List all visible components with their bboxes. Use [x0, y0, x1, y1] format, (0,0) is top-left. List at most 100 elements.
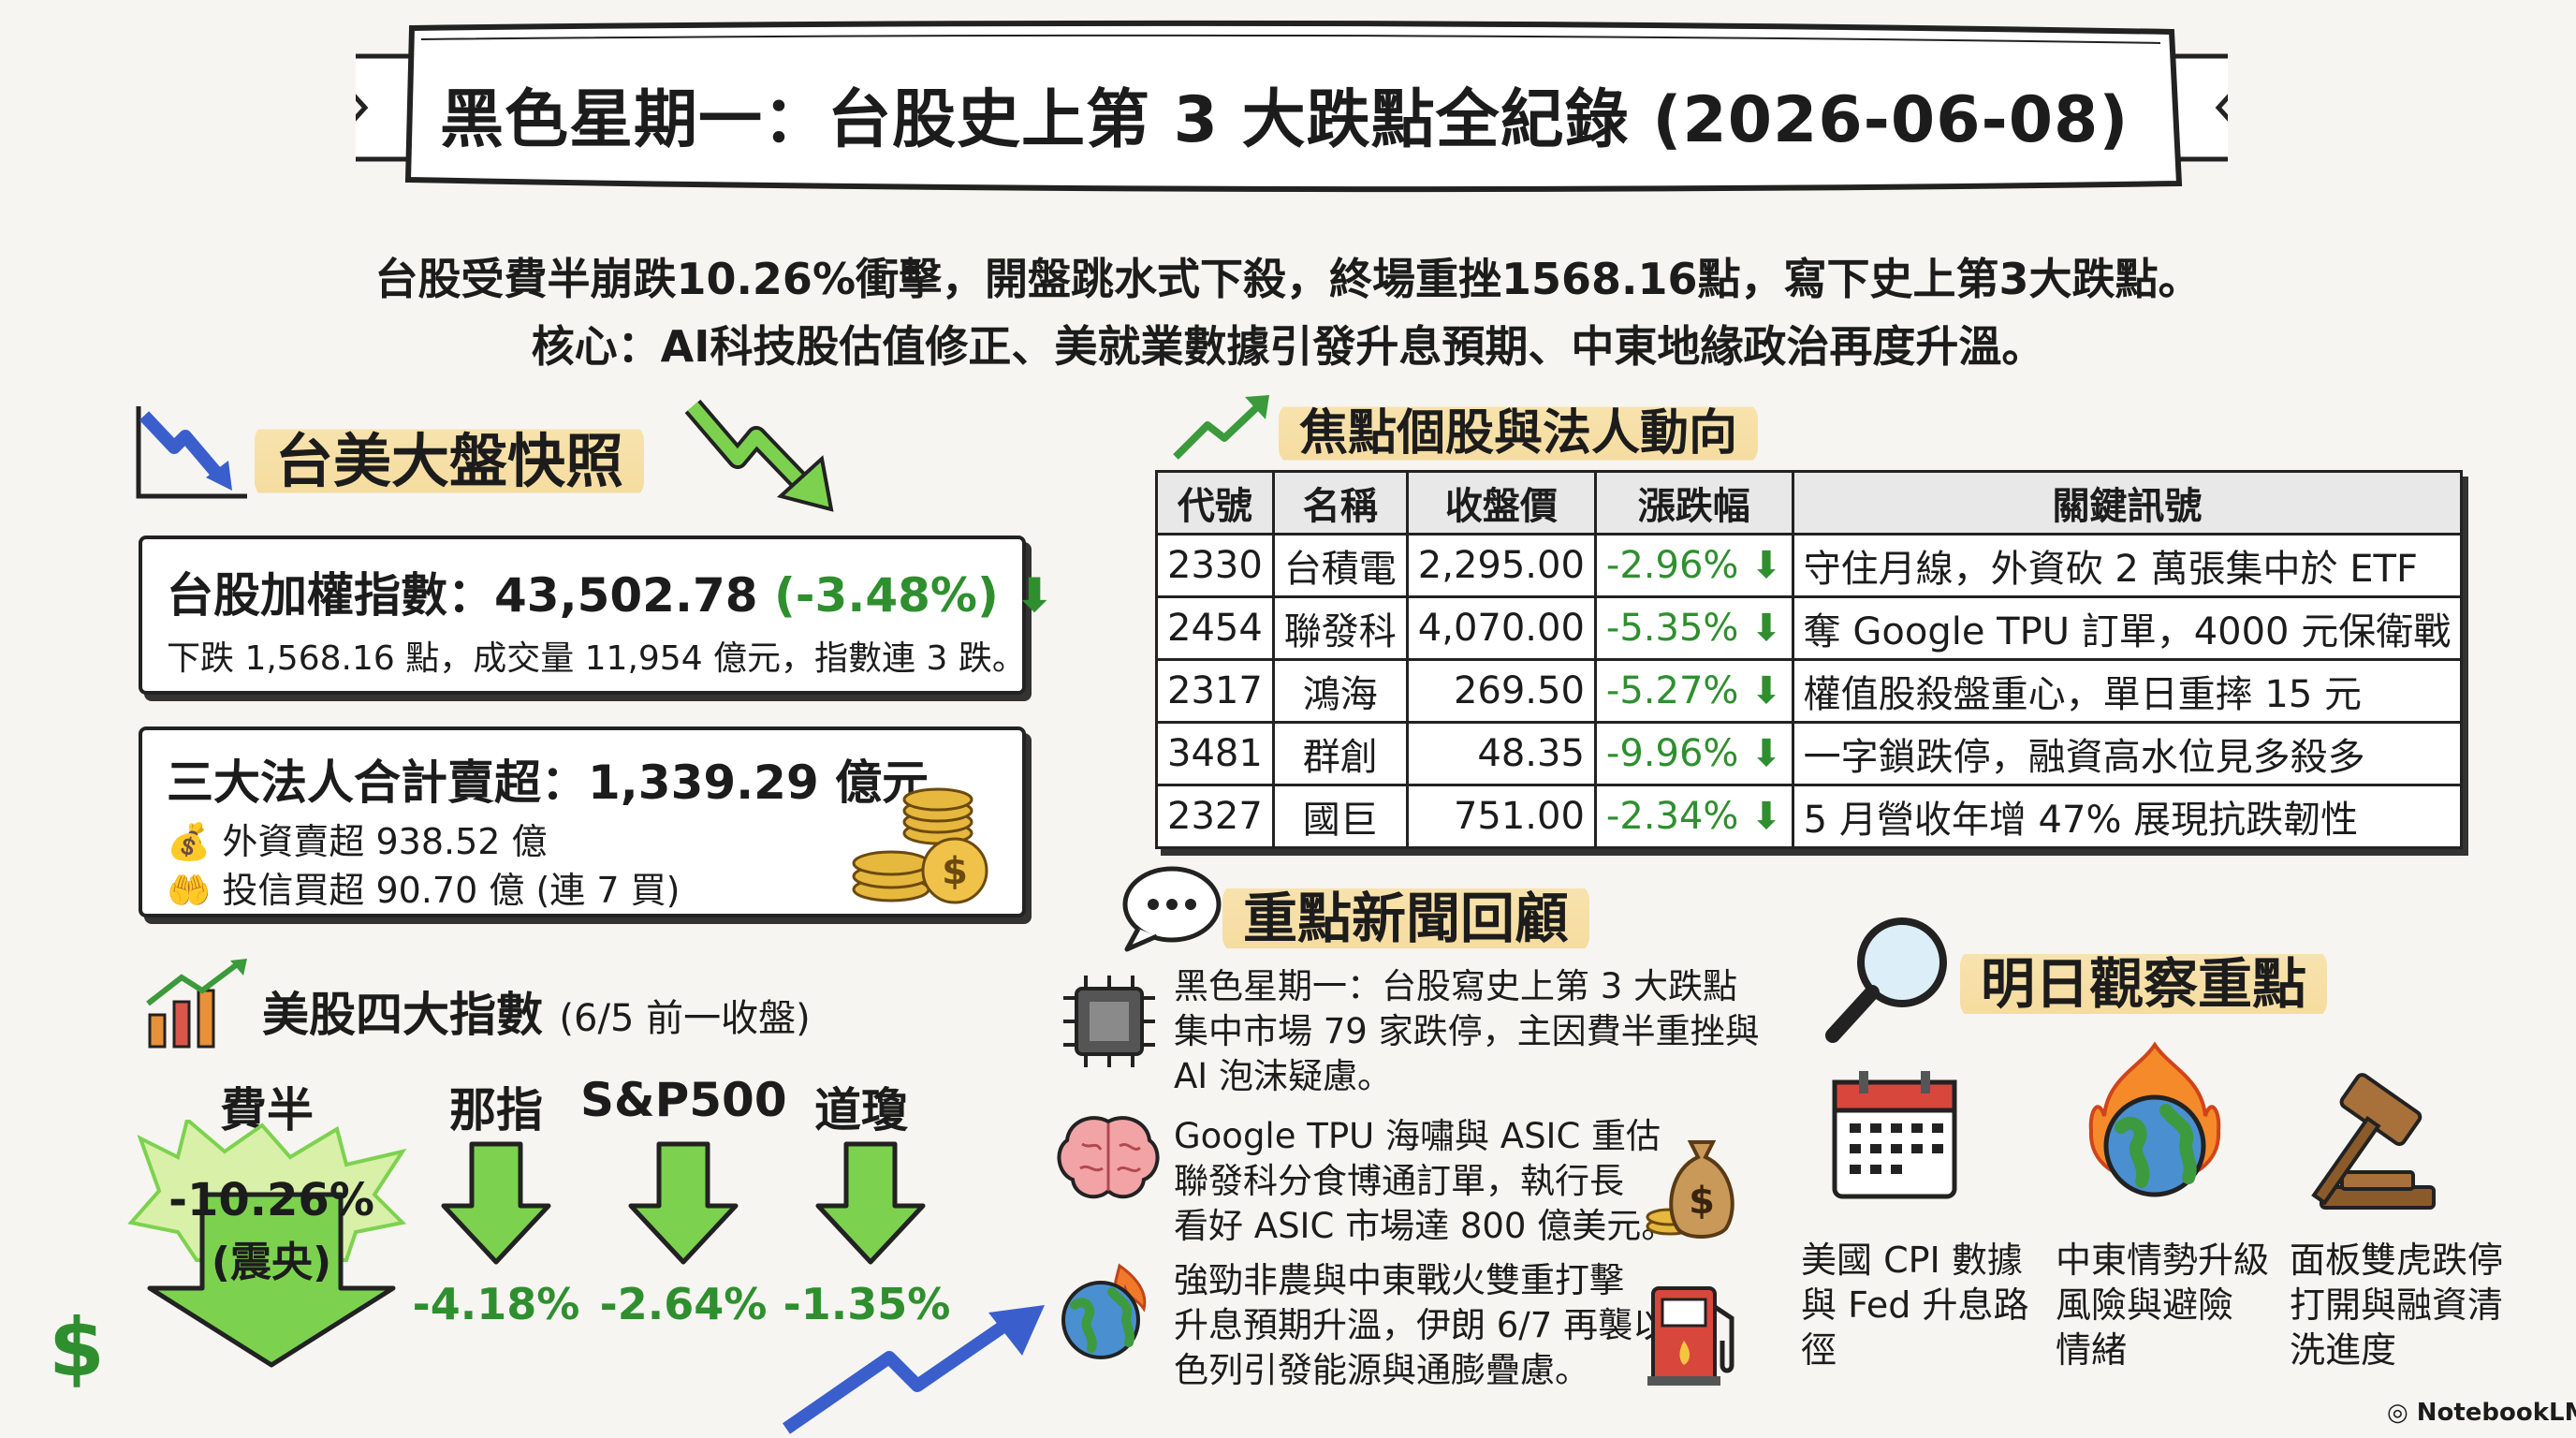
- summary-line-2: 核心：AI科技股估值修正、美就業數據引發升息預期、中東地緣政治再度升溫。: [531, 321, 2045, 372]
- cell-name: 國巨: [1271, 784, 1409, 849]
- trust-investor-line: 投信買超 90.70 億 (連 7 買): [222, 870, 681, 911]
- table-row: 2330 台積電 2,295.00 -2.96% ⬇ 守住月線，外資砍 2 萬張…: [1155, 533, 2464, 598]
- cell-change: -2.34% ⬇: [1593, 784, 1794, 849]
- taiex-card: 台股加權指數：43,502.78 (-3.48%) ⬇ 下跌 1,568.16 …: [139, 536, 1054, 695]
- header-change: 漲跌幅: [1593, 470, 1794, 536]
- index-value-sp500: -2.64%: [599, 1279, 768, 1329]
- market-snapshot-title: 台美大盤快照: [255, 414, 645, 499]
- down-arrow-icon: ⬇: [1750, 607, 1782, 650]
- header-signal: 關鍵訊號: [1791, 470, 2464, 536]
- page-title: 黑色星期一：台股史上第 3 大跌點全紀錄 (2026-06-08): [440, 83, 2130, 157]
- fuel-pump-icon: [1647, 1286, 1734, 1386]
- cell-change: -5.27% ⬇: [1593, 658, 1794, 724]
- institutional-headline: 三大法人合計賣超：1,339.29 億元: [167, 756, 929, 810]
- speech-bubble-icon: [1122, 866, 1222, 952]
- watch-item-1: 美國 CPI 數據 與 Fed 升息路 徑: [1801, 1240, 2029, 1371]
- notebooklm-logo-icon: ◎: [2387, 1399, 2408, 1427]
- dollar-sign-icon: $: [49, 1301, 105, 1395]
- stocks-section-title: 焦點個股與法人動向: [1279, 393, 1759, 465]
- cell-price: 48.35: [1405, 721, 1597, 786]
- down-arrow-icon: ⬇: [1750, 795, 1782, 838]
- watch-item-2: 中東情勢升級 風險與避險 情緒: [2056, 1240, 2270, 1371]
- cell-change: -9.96% ⬇: [1593, 721, 1794, 786]
- title-banner: [356, 20, 2228, 193]
- cell-name: 聯發科: [1271, 595, 1409, 661]
- cell-signal: 奪 Google TPU 訂單，4000 元保衛戰: [1791, 595, 2464, 661]
- cell-price: 269.50: [1405, 658, 1597, 724]
- cell-name: 群創: [1271, 721, 1409, 786]
- cell-code: 2330: [1155, 533, 1275, 598]
- table-row: 2317 鴻海 269.50 -5.27% ⬇ 權值股殺盤重心，單日重摔 15 …: [1155, 658, 2464, 724]
- cell-price: 4,070.00: [1405, 595, 1597, 661]
- table-header-row: 代號 名稱 收盤價 漲跌幅 關鍵訊號: [1155, 470, 2464, 536]
- table-row: 2327 國巨 751.00 -2.34% ⬇ 5 月營收年增 47% 展現抗跌…: [1155, 784, 2464, 849]
- money-bag-icon: $: [1646, 1140, 1734, 1239]
- taiex-label: 台股加權指數：43,502.78: [167, 568, 758, 623]
- watch-section-title: 明日觀察重點: [1960, 940, 2328, 1020]
- index-name-nasdaq: 那指: [449, 1083, 543, 1137]
- hand-coin-icon: 🤲: [167, 870, 212, 911]
- summary-line-1: 台股受費半崩跌10.26%衝擊，開盤跳水式下殺，終場重挫1568.16點，寫下史…: [374, 254, 2202, 304]
- burning-globe-icon: [2088, 1041, 2221, 1197]
- svg-text:$: $: [1689, 1180, 1715, 1223]
- news-item-3: 強勁非農與中東戰火雙重打擊 升息預期升溫，伊朗 6/7 再襲以 色列引發能源與通…: [1174, 1260, 1668, 1390]
- cell-signal: 權值股殺盤重心，單日重摔 15 元: [1791, 658, 2464, 724]
- institutional-card: 三大法人合計賣超：1,339.29 億元 💰 外資賣超 938.52 億 🤲 投…: [139, 726, 1026, 917]
- header-code: 代號: [1155, 470, 1275, 536]
- calendar-icon: [1832, 1071, 1957, 1199]
- cell-name: 鴻海: [1271, 658, 1409, 724]
- coin-stack-icon: $: [852, 787, 988, 904]
- down-arrow-icon: [815, 1141, 926, 1265]
- cell-price: 2,295.00: [1405, 533, 1597, 598]
- table-row: 2454 聯發科 4,070.00 -5.35% ⬇ 奪 Google TPU …: [1155, 595, 2464, 661]
- cell-code: 3481: [1155, 721, 1275, 786]
- down-arrow-icon: [628, 1141, 739, 1265]
- down-arrow-icon: ⬇: [1750, 732, 1782, 775]
- magnifier-icon: [1825, 917, 1947, 1043]
- index-name-sp500: S&P500: [580, 1073, 787, 1127]
- rising-bar-chart-icon: [146, 959, 247, 1049]
- svg-text:$: $: [942, 850, 968, 893]
- down-arrow-icon: [441, 1141, 551, 1265]
- index-value-sox: -10.26%: [168, 1174, 374, 1226]
- down-arrow-icon: ⬇: [1750, 544, 1782, 587]
- falling-chart-icon: [136, 406, 247, 499]
- taiex-detail: 下跌 1,568.16 點，成交量 11,954 億元，指數連 3 跌。: [167, 639, 1026, 678]
- us-indices-note: (6/5 前一收盤): [559, 997, 811, 1040]
- cell-change: -2.96% ⬇: [1593, 533, 1794, 598]
- cell-code: 2454: [1155, 595, 1275, 661]
- index-value-dow: -1.35%: [783, 1279, 951, 1329]
- cell-signal: 5 月營收年增 47% 展現抗跌韌性: [1791, 784, 2464, 849]
- trend-up-icon: [1173, 395, 1269, 460]
- burning-globe-icon: [1061, 1263, 1147, 1359]
- table-row: 3481 群創 48.35 -9.96% ⬇ 一字鎖跌停，融資高水位見多殺多: [1155, 721, 2464, 786]
- blue-up-arrow-icon: [783, 1305, 1045, 1434]
- cell-code: 2317: [1155, 658, 1275, 724]
- cell-signal: 守住月線，外資砍 2 萬張集中於 ETF: [1791, 533, 2464, 598]
- footer-brand: ◎ NotebookLM: [2387, 1399, 2576, 1427]
- us-indices-title: 美股四大指數: [262, 988, 543, 1042]
- cell-change: -5.35% ⬇: [1593, 595, 1794, 661]
- cell-signal: 一字鎖跌停，融資高水位見多殺多: [1791, 721, 2464, 786]
- down-arrow-icon: ⬇: [1015, 568, 1055, 623]
- news-item-1: 黑色星期一：台股寫史上第 3 大跌點 集中市場 79 家跌停，主因費半重挫與 A…: [1174, 966, 1760, 1096]
- gavel-icon: [2311, 1073, 2436, 1210]
- foreign-investor-line: 外資賣超 938.52 億: [222, 821, 548, 862]
- index-value-nasdaq: -4.18%: [412, 1279, 580, 1329]
- header-name: 名稱: [1271, 470, 1409, 536]
- money-bag-hand-icon: 💰: [167, 821, 212, 862]
- green-down-arrow-icon: [684, 399, 834, 512]
- index-name-dow: 道瓊: [814, 1083, 908, 1137]
- index-tag-sox: (震央): [211, 1239, 332, 1286]
- news-section-title: 重點新聞回顧: [1222, 874, 1590, 954]
- burst-down-arrow-icon: [127, 1120, 407, 1368]
- down-arrow-icon: ⬇: [1750, 669, 1782, 712]
- cell-name: 台積電: [1271, 533, 1409, 598]
- cell-code: 2327: [1155, 784, 1275, 849]
- news-item-2: Google TPU 海嘯與 ASIC 重估 聯發科分食博通訂單，執行長 看好 …: [1174, 1116, 1676, 1246]
- brain-icon: [1057, 1116, 1160, 1199]
- chip-icon: [1063, 976, 1155, 1067]
- watch-item-3: 面板雙虎跌停 打開與融資清 洗進度: [2290, 1240, 2504, 1371]
- header-price: 收盤價: [1405, 470, 1597, 536]
- taiex-change: (-3.48%): [773, 568, 999, 623]
